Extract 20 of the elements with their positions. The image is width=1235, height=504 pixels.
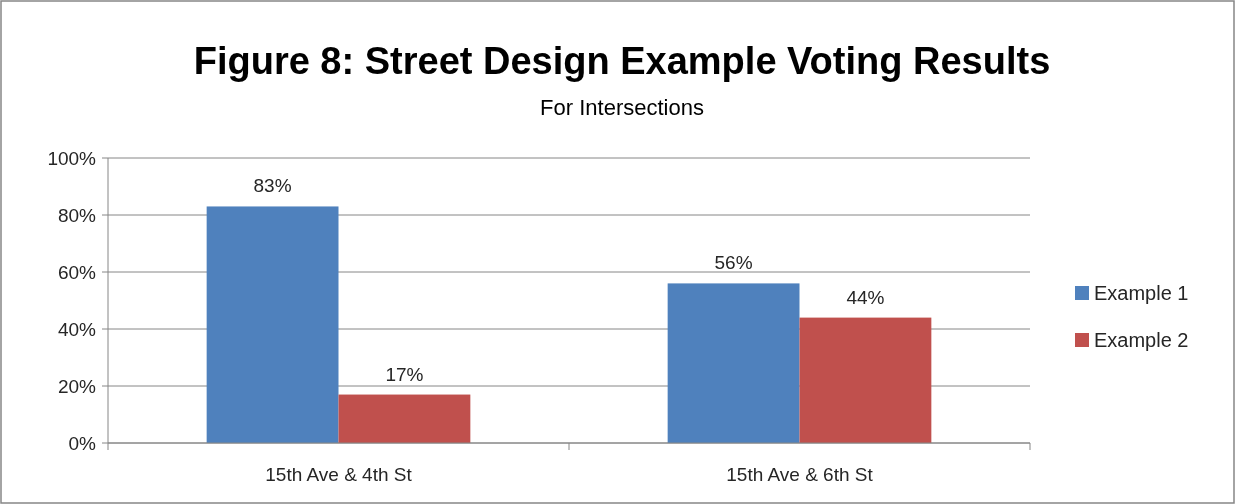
y-tick-label: 100%: [47, 148, 97, 169]
y-tick-label: 80%: [57, 205, 97, 226]
y-tick-label: 0%: [68, 433, 97, 454]
x-tick-label: 15th Ave & 4th St: [265, 464, 413, 485]
data-label: 17%: [385, 363, 424, 385]
x-tick-label: 15th Ave & 6th St: [726, 464, 874, 485]
bar: [667, 283, 800, 443]
legend-label: Example 2: [1094, 329, 1189, 351]
y-tick-label: 20%: [57, 376, 97, 397]
y-tick-label: 40%: [57, 319, 97, 340]
legend-label: Example 1: [1094, 282, 1189, 304]
bar: [799, 317, 932, 443]
bar: [338, 394, 471, 443]
chart-title: Figure 8: Street Design Example Voting Results: [193, 40, 1051, 82]
y-tick-label: 60%: [57, 262, 97, 283]
bar: [206, 206, 339, 443]
data-label: 56%: [714, 252, 753, 274]
chart-subtitle: For Intersections: [540, 95, 704, 120]
data-label: 83%: [253, 175, 292, 197]
data-label: 44%: [846, 286, 885, 308]
